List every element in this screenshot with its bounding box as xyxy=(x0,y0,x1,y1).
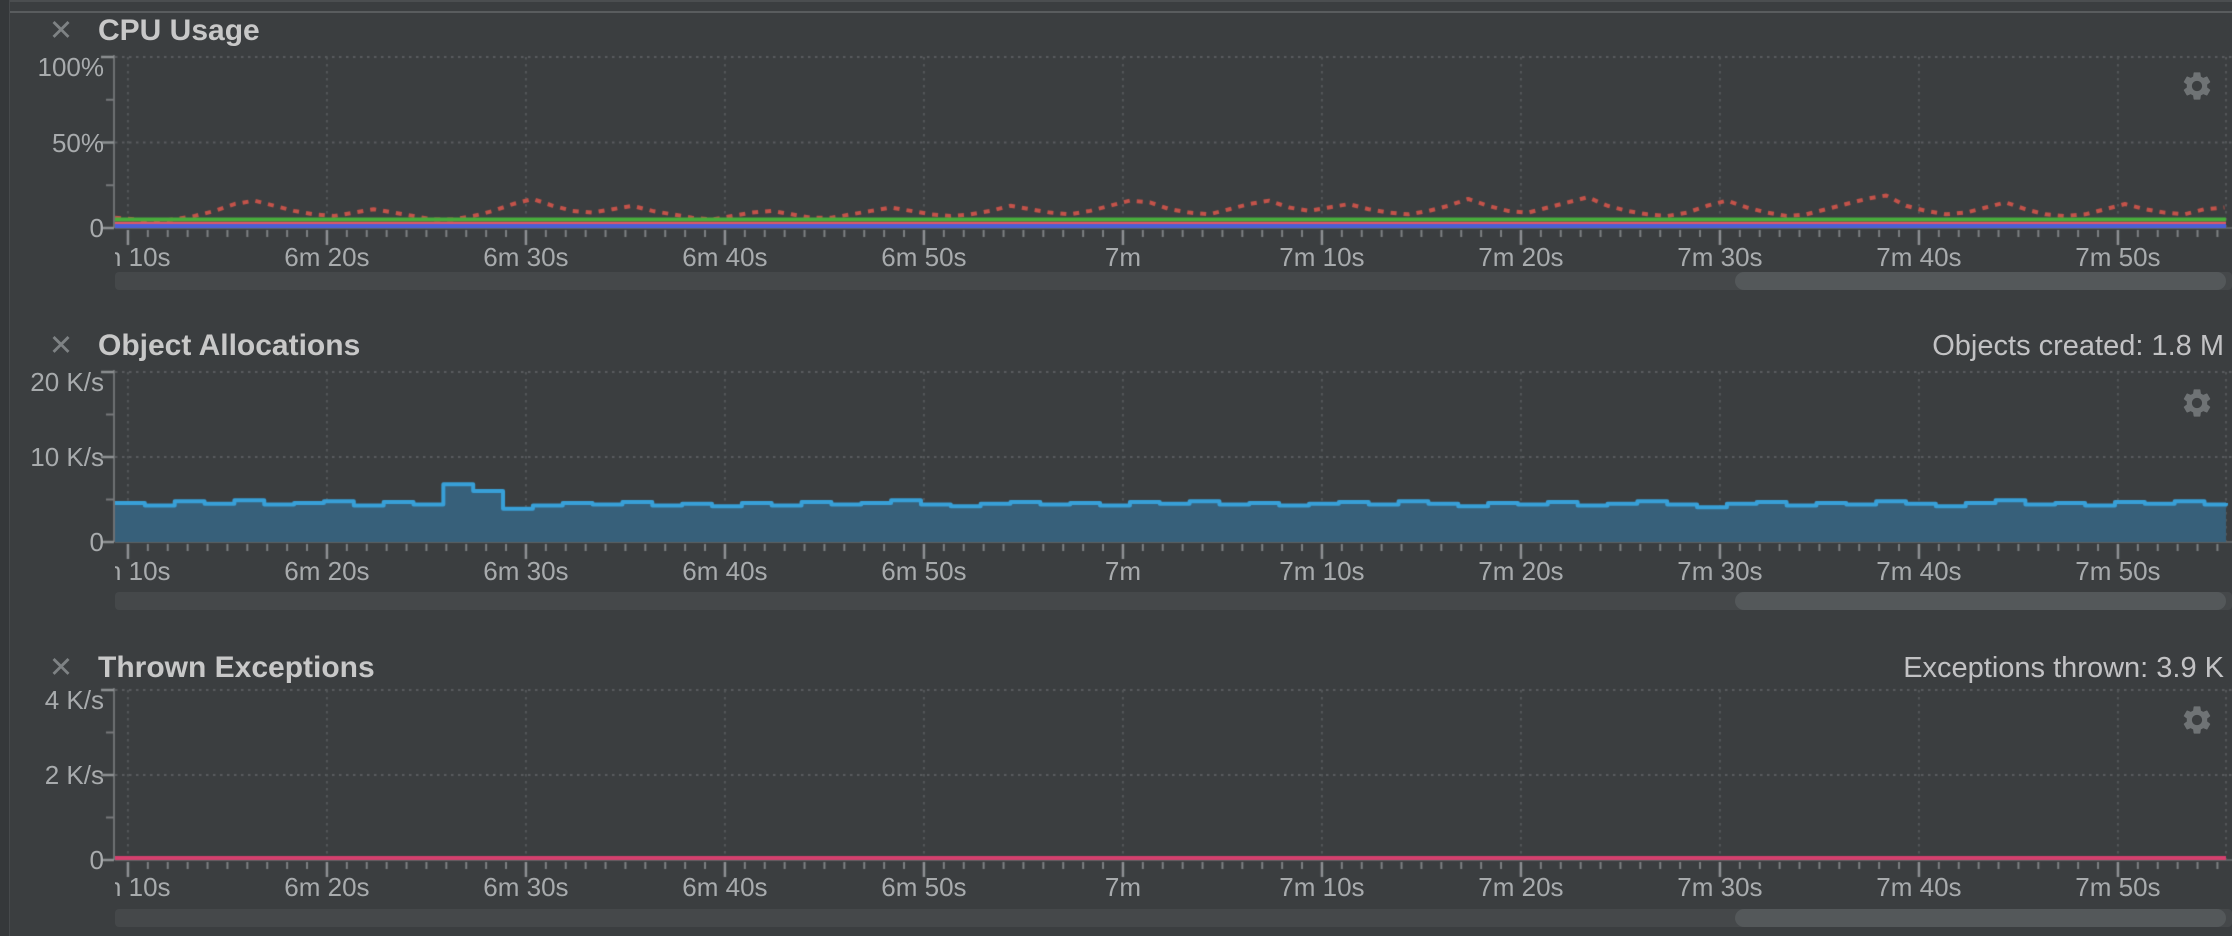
x-axis-label: 7m 50s xyxy=(2075,872,2161,902)
x-axis-label: 6m 50s xyxy=(881,872,967,902)
x-axis-label: 6m 10s xyxy=(115,242,171,272)
y-axis-label: 0 xyxy=(89,213,104,243)
thrown-exceptions-title: Thrown Exceptions xyxy=(98,651,375,684)
x-axis-label: 6m 20s xyxy=(284,556,370,586)
exceptions-thrown-stat: Exceptions thrown: 3.9 K xyxy=(1903,652,2224,684)
close-icon[interactable]: ✕ xyxy=(48,15,74,47)
y-axis-label: 0 xyxy=(89,527,104,557)
object-allocations-header: ✕ Object Allocations Objects created: 1.… xyxy=(0,326,2232,366)
y-axis-label: 4 K/s xyxy=(44,685,104,715)
x-axis-label: 7m 50s xyxy=(2075,242,2161,272)
x-axis-label: 7m 40s xyxy=(1876,872,1962,902)
y-axis-label: 100% xyxy=(37,52,105,82)
x-axis-label: 7m 10s xyxy=(1279,556,1365,586)
x-axis-label: 6m 20s xyxy=(284,872,370,902)
y-axis-label: 2 K/s xyxy=(44,760,104,790)
y-axis-label: 0 xyxy=(89,845,104,875)
x-axis-label: 6m 40s xyxy=(682,556,768,586)
exceptions-time-axis: 6m 10s 6m 20s 6m 30s 6m 40s 6m 50s 7m 7m 10s 7m… xyxy=(115,870,2232,904)
x-axis-label: 7m 10s xyxy=(1279,872,1365,902)
x-axis-label: 6m 30s xyxy=(483,242,569,272)
cpu-timeline-scrollbar[interactable] xyxy=(115,272,2232,290)
x-axis-label: 7m xyxy=(1104,872,1141,902)
x-axis-label: 6m 50s xyxy=(881,242,967,272)
thrown-exceptions-header: ✕ Thrown Exceptions Exceptions thrown: 3… xyxy=(0,648,2232,688)
x-axis-label: 7m 10s xyxy=(1279,242,1365,272)
x-axis-label: 6m 40s xyxy=(682,242,768,272)
x-axis-label: 6m 30s xyxy=(483,556,569,586)
x-axis-label: 6m 20s xyxy=(284,242,370,272)
cpu-time-axis: 6m 10s 6m 20s 6m 30s 6m 40s 6m 50s 7m 7m 10s 7m… xyxy=(115,240,2232,274)
window-top-border xyxy=(0,0,2232,2)
x-axis-label: 6m 30s xyxy=(483,872,569,902)
x-axis-label: 7m 20s xyxy=(1478,872,1564,902)
panel-area-border xyxy=(10,11,2232,13)
x-axis-label: 7m xyxy=(1104,556,1141,586)
allocations-timeline-scrollbar[interactable] xyxy=(115,592,2232,610)
y-axis-label: 20 K/s xyxy=(30,367,104,397)
x-axis-label: 7m 40s xyxy=(1876,242,1962,272)
x-axis-label: 7m 50s xyxy=(2075,556,2161,586)
settings-gear-icon[interactable] xyxy=(2180,386,2214,420)
x-axis-label: 7m 30s xyxy=(1677,556,1763,586)
settings-gear-icon[interactable] xyxy=(2180,703,2214,737)
object-allocations-title: Object Allocations xyxy=(98,329,361,362)
scrollbar-thumb[interactable] xyxy=(1735,592,2226,610)
cpu-usage-title: CPU Usage xyxy=(98,14,260,47)
close-icon[interactable]: ✕ xyxy=(48,330,74,362)
x-axis-label: 7m xyxy=(1104,242,1141,272)
x-axis-label: 6m 10s xyxy=(115,872,171,902)
scrollbar-thumb[interactable] xyxy=(1735,272,2226,290)
allocations-time-axis: 6m 10s 6m 20s 6m 30s 6m 40s 6m 50s 7m 7m 10s 7m… xyxy=(115,554,2232,588)
exceptions-timeline-scrollbar[interactable] xyxy=(115,909,2232,927)
x-axis-label: 6m 40s xyxy=(682,872,768,902)
close-icon[interactable]: ✕ xyxy=(48,652,74,684)
y-axis-label: 50% xyxy=(51,127,104,158)
x-axis-label: 7m 40s xyxy=(1876,556,1962,586)
scrollbar-thumb[interactable] xyxy=(1735,909,2226,927)
x-axis-label: 7m 20s xyxy=(1478,556,1564,586)
left-gutter xyxy=(0,0,10,936)
y-axis-label: 10 K/s xyxy=(30,442,104,472)
settings-gear-icon[interactable] xyxy=(2180,69,2214,103)
cpu-usage-header: ✕ CPU Usage xyxy=(0,11,2232,51)
x-axis-label: 7m 30s xyxy=(1677,872,1763,902)
x-axis-label: 6m 10s xyxy=(115,556,171,586)
x-axis-label: 6m 50s xyxy=(881,556,967,586)
objects-created-stat: Objects created: 1.8 M xyxy=(1932,330,2224,362)
x-axis-label: 7m 20s xyxy=(1478,242,1564,272)
x-axis-label: 7m 30s xyxy=(1677,242,1763,272)
